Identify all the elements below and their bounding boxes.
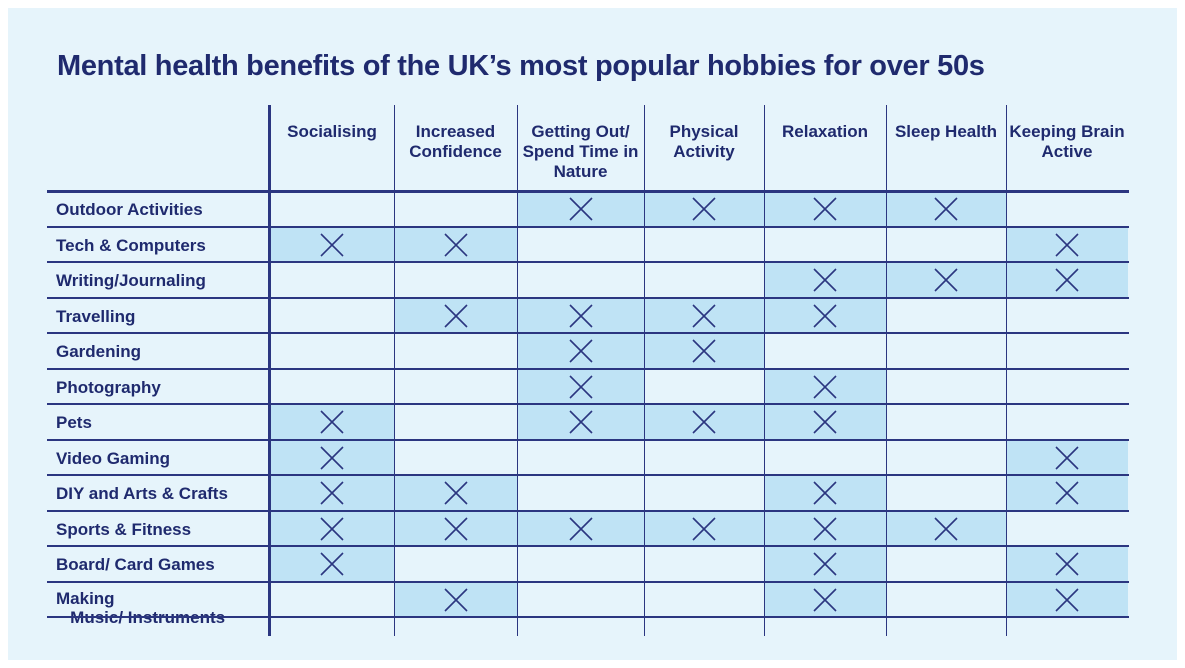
cross-icon bbox=[568, 197, 593, 221]
cross-icon bbox=[443, 587, 468, 612]
cross-icon bbox=[813, 481, 837, 505]
row-divider bbox=[47, 332, 1129, 334]
row-label: Pets bbox=[56, 413, 92, 432]
cross-icon bbox=[568, 303, 593, 328]
row-label: Making Music/ Instruments bbox=[56, 589, 225, 627]
row-label: Outdoor Activities bbox=[56, 200, 203, 219]
cross-icon bbox=[1055, 268, 1079, 292]
cross-icon bbox=[934, 516, 958, 541]
row-divider bbox=[47, 226, 1129, 228]
cross-icon bbox=[813, 374, 837, 399]
cross-icon bbox=[934, 268, 958, 292]
cross-icon bbox=[692, 410, 716, 434]
cross-icon bbox=[813, 552, 837, 576]
row-divider bbox=[47, 581, 1129, 583]
cross-icon bbox=[443, 516, 468, 541]
cross-icon bbox=[692, 339, 716, 363]
row-label: Board/ Card Games bbox=[56, 555, 215, 574]
cross-icon bbox=[692, 516, 716, 541]
row-divider bbox=[47, 261, 1129, 263]
chart-title: Mental health benefits of the UK’s most … bbox=[57, 50, 985, 82]
row-divider bbox=[47, 545, 1129, 547]
row-divider bbox=[47, 616, 1129, 618]
cross-icon bbox=[934, 197, 958, 221]
row-label: Travelling bbox=[56, 307, 136, 326]
cross-icon bbox=[568, 374, 593, 399]
column-divider bbox=[764, 105, 765, 636]
row-label: Video Gaming bbox=[56, 449, 170, 468]
cross-icon bbox=[320, 232, 344, 257]
column-header: Relaxation bbox=[782, 122, 868, 141]
cross-icon bbox=[1055, 587, 1079, 612]
column-header: Physical Activity bbox=[669, 122, 739, 161]
cross-icon bbox=[692, 303, 716, 328]
cross-icon bbox=[443, 481, 468, 505]
column-header: Sleep Health bbox=[894, 122, 998, 141]
row-label: Writing/Journaling bbox=[56, 271, 206, 290]
row-label: Photography bbox=[56, 378, 161, 397]
row-label: Sports & Fitness bbox=[56, 520, 192, 539]
cross-icon bbox=[1055, 445, 1079, 470]
column-divider bbox=[394, 105, 395, 636]
row-divider bbox=[47, 190, 1129, 193]
cross-icon bbox=[1055, 552, 1079, 576]
column-divider bbox=[886, 105, 887, 636]
cross-icon bbox=[692, 197, 716, 221]
cross-icon bbox=[443, 303, 468, 328]
column-divider bbox=[268, 105, 271, 636]
cross-icon bbox=[320, 552, 344, 576]
cross-icon bbox=[320, 445, 344, 470]
row-divider bbox=[47, 439, 1129, 441]
cross-icon bbox=[568, 410, 593, 434]
column-divider bbox=[644, 105, 645, 636]
cross-icon bbox=[568, 516, 593, 541]
cross-icon bbox=[813, 516, 837, 541]
column-header: Getting Out/ Spend Time in Nature bbox=[522, 122, 639, 181]
column-header: Socialising bbox=[287, 122, 377, 141]
row-divider bbox=[47, 510, 1129, 512]
row-label: DIY and Arts & Crafts bbox=[56, 484, 228, 503]
row-divider bbox=[47, 403, 1129, 405]
row-label: Gardening bbox=[56, 342, 142, 361]
cross-icon bbox=[1055, 481, 1079, 505]
cross-icon bbox=[813, 197, 837, 221]
cross-icon bbox=[320, 481, 344, 505]
column-divider bbox=[1006, 105, 1007, 636]
cross-icon bbox=[1055, 232, 1079, 257]
column-divider bbox=[517, 105, 518, 636]
cross-icon bbox=[813, 268, 837, 292]
cross-icon bbox=[320, 516, 344, 541]
cross-icon bbox=[320, 410, 344, 434]
cross-icon bbox=[568, 339, 593, 363]
cross-icon bbox=[813, 587, 837, 612]
column-header: Increased Confidence bbox=[409, 122, 502, 161]
column-header: Keeping Brain Active bbox=[1009, 122, 1125, 161]
cross-icon bbox=[813, 410, 837, 434]
row-divider bbox=[47, 297, 1129, 299]
row-label: Tech & Computers bbox=[56, 236, 206, 255]
row-divider bbox=[47, 474, 1129, 476]
row-divider bbox=[47, 368, 1129, 370]
cross-icon bbox=[443, 232, 468, 257]
cross-icon bbox=[813, 303, 837, 328]
